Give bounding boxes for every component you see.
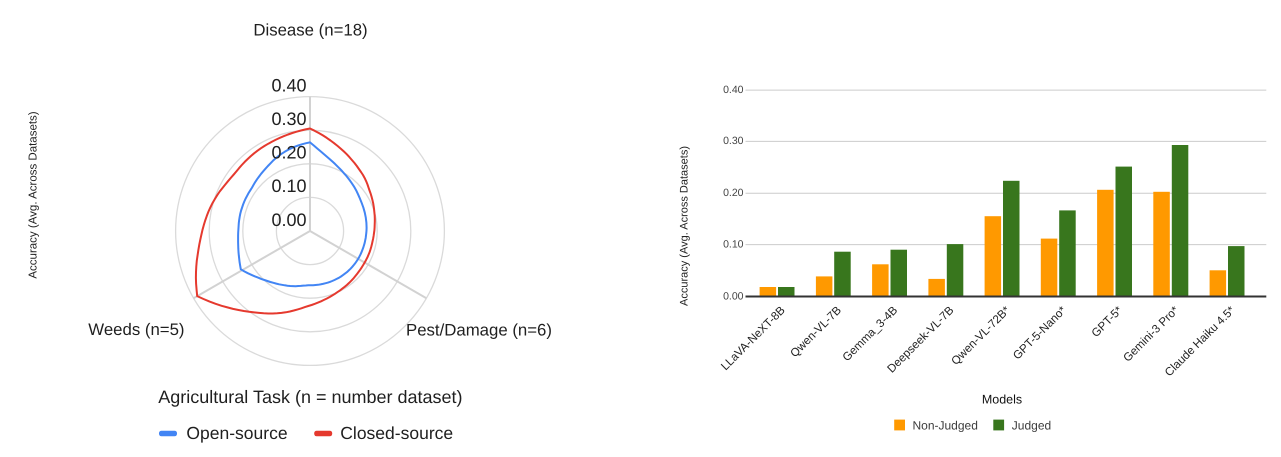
svg-text:0.20: 0.20 [271,143,306,163]
svg-text:0.30: 0.30 [723,135,744,147]
svg-text:0.10: 0.10 [271,176,306,196]
svg-text:0.00: 0.00 [723,290,744,302]
svg-text:Disease (n=18): Disease (n=18) [253,20,367,39]
svg-text:0.30: 0.30 [271,109,306,129]
svg-text:Judged: Judged [1012,419,1051,433]
svg-text:Pest/Damage (n=6): Pest/Damage (n=6) [406,320,552,339]
svg-text:Closed-source: Closed-source [340,423,453,443]
svg-text:0.10: 0.10 [723,238,744,250]
svg-text:Accuracy (Avg. Across Datasets: Accuracy (Avg. Across Datasets) [28,111,40,278]
svg-text:Models: Models [982,393,1022,407]
svg-text:Agricultural Task (n = number: Agricultural Task (n = number dataset) [158,387,462,407]
svg-text:Non-Judged: Non-Judged [913,419,978,433]
svg-text:0.20: 0.20 [723,187,744,199]
svg-text:Open-source: Open-source [186,423,287,443]
svg-text:0.00: 0.00 [271,210,306,230]
svg-text:0.40: 0.40 [723,84,744,96]
svg-text:Accuracy (Avg. Across Datasets: Accuracy (Avg. Across Datasets) [678,146,690,306]
svg-text:Weeds (n=5): Weeds (n=5) [88,320,184,339]
svg-text:0.40: 0.40 [271,75,306,95]
